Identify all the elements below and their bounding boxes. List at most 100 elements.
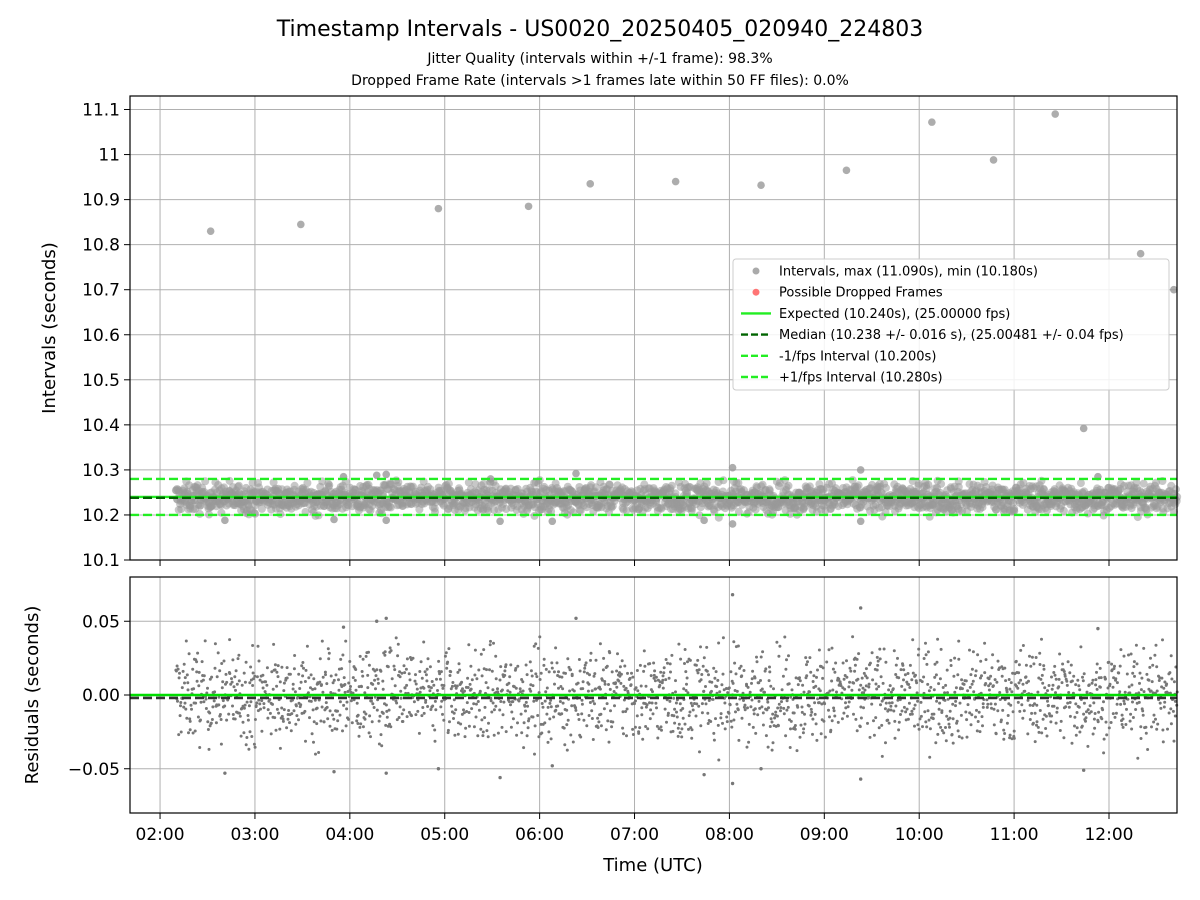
residual-point [737,738,741,742]
residual-point [661,674,665,678]
residual-point [652,676,656,680]
residual-point [746,706,749,710]
residual-point [581,680,585,684]
interval-point [854,481,863,490]
residual-point [755,655,758,659]
residual-point [320,639,324,643]
residual-point [892,709,896,713]
residual-point [804,656,808,660]
residual-point [896,656,899,660]
residual-point [1092,701,1096,705]
residual-outlier [759,767,763,771]
x-tick-label: 02:00 [136,825,185,845]
residual-point [490,669,494,673]
residual-point [706,722,710,725]
residual-point [436,689,439,692]
residual-point [608,651,612,655]
residual-point [439,705,443,709]
residual-point [739,664,743,668]
residual-point [1050,687,1054,691]
residual-point [754,731,758,735]
residual-point [546,705,550,709]
residual-point [981,702,985,706]
residual-point [1081,679,1085,683]
residual-point [246,714,250,717]
residual-point [237,711,241,715]
residual-point [1052,671,1056,674]
residual-point [666,661,669,665]
residual-point [658,683,662,687]
residual-point [798,676,801,680]
residual-point [1163,700,1167,704]
residual-point [789,719,793,723]
residual-point [455,684,459,688]
residual-point [299,680,303,684]
residual-point [310,732,314,736]
residual-point [859,705,863,709]
residual-point [399,696,403,700]
residual-point [488,643,492,647]
residual-point [422,686,426,690]
residual-point [809,707,813,711]
residual-point [336,719,340,723]
residual-point [225,680,229,684]
residual-point [1046,699,1049,703]
residual-point [734,710,737,714]
residual-point [746,685,750,689]
residual-point [177,676,181,680]
residual-point [303,709,307,713]
residual-point [1003,732,1007,735]
residual-point [665,720,668,724]
residual-point [977,710,981,714]
residual-point [561,687,565,691]
residual-point [742,669,746,672]
residual-point [655,706,658,710]
residual-point [412,700,416,704]
residual-point [677,642,681,646]
residual-point [583,666,587,670]
residual-point [337,688,341,692]
residual-point [1032,662,1036,666]
residual-point [774,710,778,714]
residual-point [1150,725,1153,729]
residual-point [706,711,710,715]
residual-point [480,718,484,722]
residual-point [234,669,238,673]
residual-point [907,701,911,705]
residual-point [374,674,378,678]
residual-point [254,704,258,708]
residual-point [255,675,259,679]
residual-point [1047,684,1051,687]
residual-point [1068,671,1072,675]
residual-point [1035,720,1039,724]
residual-point [394,636,398,640]
residual-point [334,673,338,677]
residual-point [1162,686,1166,690]
residual-point [684,670,688,674]
interval-outlier [486,475,495,483]
residual-point [1160,676,1164,680]
residual-point [322,720,326,724]
residual-point [258,678,262,682]
residual-point [593,702,596,706]
residual-point [285,666,289,670]
residual-point [640,713,644,717]
residual-point [489,699,493,703]
residual-point [1100,717,1104,721]
residual-point [990,706,993,710]
residual-point [922,657,926,660]
residual-point [842,677,846,681]
residual-point [576,713,580,716]
residual-outlier [858,777,863,781]
residual-point [820,702,824,706]
residual-point [523,704,527,708]
residual-point [260,699,264,703]
residual-point [587,682,591,686]
residual-point [268,698,272,701]
residual-point [980,674,983,678]
residual-point [887,708,891,712]
residual-point [933,662,937,666]
residual-point [203,639,207,643]
residual-point [282,689,286,693]
residual-point [353,678,357,682]
